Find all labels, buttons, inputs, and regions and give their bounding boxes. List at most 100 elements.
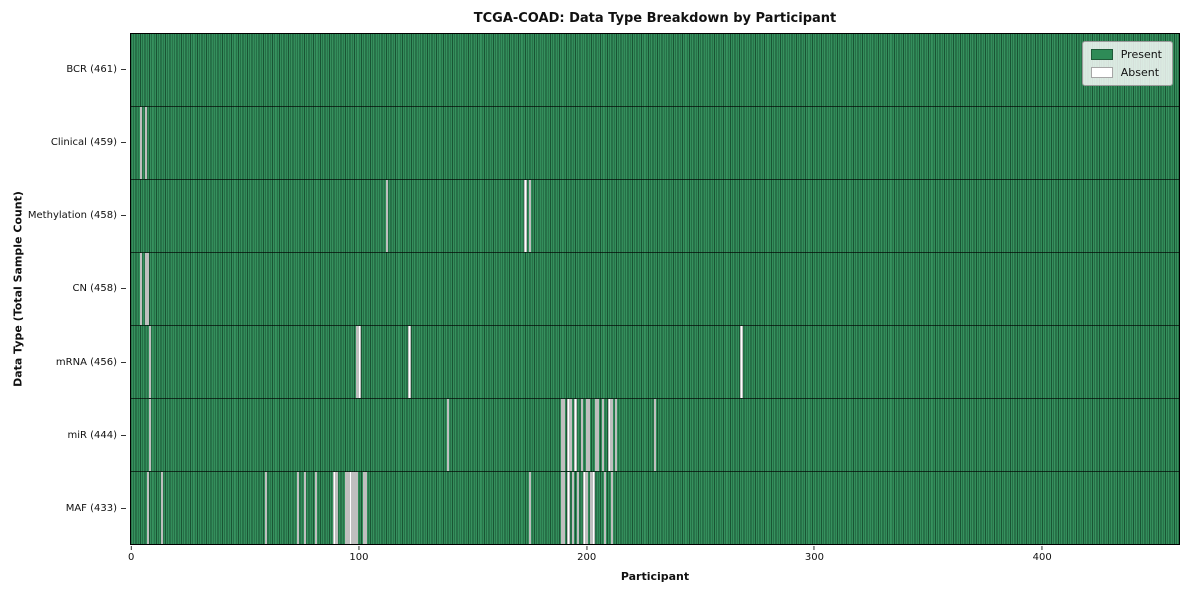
absent-cell — [303, 472, 307, 544]
x-tick-mark — [813, 546, 815, 550]
y-tick-mark — [121, 434, 126, 436]
legend-label: Absent — [1120, 66, 1160, 79]
absent-cell — [408, 326, 411, 398]
y-tick-mark — [121, 215, 126, 217]
absent-cell — [356, 326, 359, 398]
plot-area: Present Absent — [130, 33, 1180, 545]
absent-cell — [560, 399, 563, 471]
x-tick-label: 100 — [349, 552, 369, 563]
legend-item-absent: Absent — [1090, 66, 1162, 79]
absent-cell — [740, 326, 743, 398]
heatmap-row-clinical — [131, 106, 1179, 179]
y-tick-label-clinical: Clinical (459) — [0, 106, 126, 179]
absent-cell — [594, 399, 598, 471]
legend-swatch-present — [1090, 49, 1113, 60]
absent-cell — [146, 253, 150, 325]
row-label: BCR (461) — [66, 64, 117, 76]
absent-cell — [601, 399, 604, 471]
heatmap-row-mir — [131, 398, 1179, 471]
absent-cell — [567, 399, 570, 471]
x-tick-label: 0 — [127, 552, 135, 563]
absent-cell — [590, 472, 593, 544]
absent-cell — [365, 472, 368, 544]
absent-cell — [562, 472, 566, 544]
absent-cell — [335, 472, 338, 544]
absent-cell — [446, 399, 450, 471]
row-label: CN (458) — [72, 283, 117, 295]
row-label: Clinical (459) — [50, 137, 117, 149]
y-tick-label-mir: miR (444) — [0, 399, 126, 472]
absent-cell — [385, 180, 388, 252]
absent-cell — [603, 472, 607, 544]
absent-cell — [562, 399, 566, 471]
y-tick-label-maf: MAF (433) — [0, 472, 126, 545]
x-tick-label: 300 — [804, 552, 824, 563]
heatmap-row-mrna — [131, 325, 1179, 398]
row-label: MAF (433) — [65, 502, 117, 514]
absent-cell — [528, 472, 532, 544]
y-tick-mark — [121, 361, 126, 363]
legend: Present Absent — [1081, 41, 1173, 86]
absent-cell — [615, 399, 618, 471]
heatmap-row-cn — [131, 252, 1179, 325]
absent-cell — [574, 399, 577, 471]
x-tick-label: 400 — [1032, 552, 1052, 563]
x-tick-label: 200 — [577, 552, 597, 563]
absent-cell — [587, 399, 591, 471]
absent-cell — [315, 472, 318, 544]
legend-item-present: Present — [1090, 48, 1162, 61]
absent-cell — [296, 472, 300, 544]
absent-cell — [344, 472, 347, 544]
absent-cell — [610, 399, 613, 471]
x-tick-300: 300 — [805, 546, 824, 563]
absent-cell — [592, 472, 595, 544]
y-tick-label-bcr: BCR (461) — [0, 33, 126, 106]
absent-cell — [585, 399, 588, 471]
absent-cell — [353, 472, 357, 544]
absent-cell — [349, 472, 352, 544]
absent-cell — [333, 472, 336, 544]
absent-cell — [572, 472, 575, 544]
absent-cell — [144, 107, 147, 179]
x-tick-200: 200 — [577, 546, 596, 563]
heatmap-row-methylation — [131, 179, 1179, 252]
absent-cell — [356, 472, 359, 544]
absent-cell — [346, 472, 350, 544]
absent-cell — [583, 472, 586, 544]
absent-cell — [569, 399, 573, 471]
absent-cell — [597, 399, 600, 471]
absent-cell — [653, 399, 657, 471]
absent-cell — [146, 472, 150, 544]
absent-cell — [144, 253, 147, 325]
heatmap-row-maf — [131, 471, 1179, 544]
row-label: Methylation (458) — [27, 210, 117, 222]
x-tick-mark — [358, 546, 360, 550]
absent-cell — [362, 472, 366, 544]
y-tick-mark — [121, 507, 126, 509]
x-tick-mark — [1041, 546, 1043, 550]
x-axis-ticks: 0 100 200 300 400 — [127, 546, 1180, 576]
absent-cell — [265, 472, 268, 544]
y-tick-label-mrna: mRNA (456) — [0, 326, 126, 399]
absent-cell — [576, 472, 579, 544]
absent-cell — [585, 472, 588, 544]
legend-label: Present — [1120, 48, 1162, 61]
row-label: miR (444) — [67, 429, 117, 441]
absent-cell — [524, 180, 527, 252]
absent-cell — [140, 107, 143, 179]
y-tick-mark — [121, 69, 126, 71]
heatmap-row-bcr — [131, 34, 1179, 106]
x-axis-title: Participant — [620, 570, 690, 583]
absent-cell — [149, 326, 152, 398]
absent-cell — [140, 253, 143, 325]
x-tick-mark — [586, 546, 588, 550]
absent-cell — [358, 326, 361, 398]
absent-cell — [528, 180, 532, 252]
y-tick-mark — [121, 142, 126, 144]
x-tick-mark — [130, 546, 132, 550]
y-axis-tick-labels: BCR (461) Clinical (459) Methylation (458)… — [0, 33, 126, 545]
absent-cell — [581, 399, 584, 471]
absent-cell — [160, 472, 163, 544]
row-label: mRNA (456) — [55, 356, 117, 368]
